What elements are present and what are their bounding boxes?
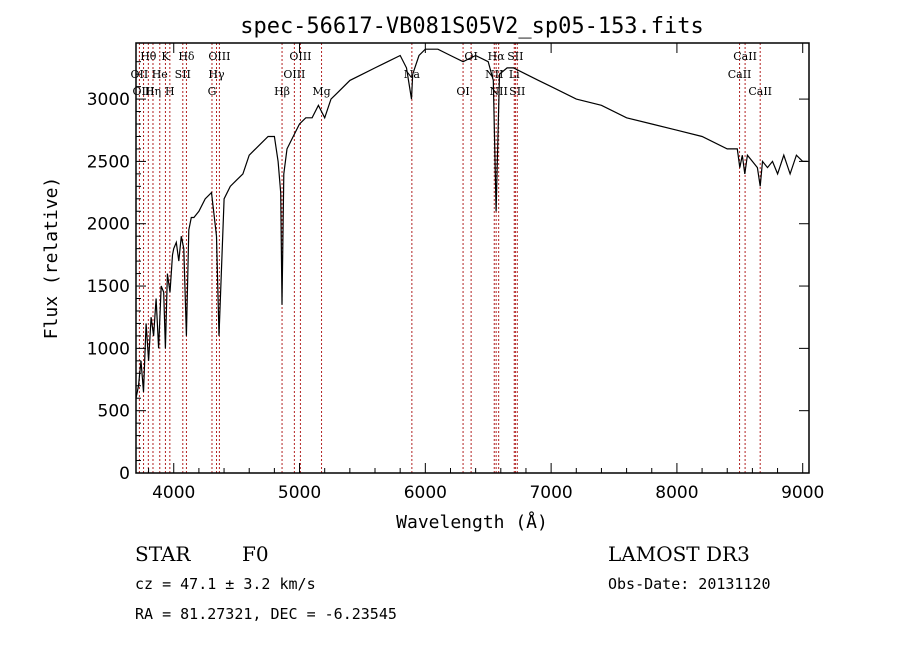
x-tick-label: 9000 xyxy=(781,483,824,503)
marker-label: OIII xyxy=(133,85,155,98)
y-tick-label: 0 xyxy=(119,464,130,484)
marker-label: SII xyxy=(509,85,525,98)
marker-label: CaII xyxy=(733,50,757,63)
line-markers xyxy=(138,43,761,473)
marker-label: CaII xyxy=(728,68,752,81)
y-axis-label: Flux (relative) xyxy=(41,177,62,340)
plot-frame xyxy=(135,42,810,474)
marker-label: OI xyxy=(464,50,477,63)
x-axis-ticks: 4000 5000 6000 7000 8000 9000 xyxy=(148,43,824,503)
marker-label: H xyxy=(165,85,175,98)
marker-label: Li xyxy=(509,68,520,81)
marker-label: Mg xyxy=(312,85,330,98)
marker-label: Hα xyxy=(488,50,506,63)
obs-date: Obs-Date: 20131120 xyxy=(608,575,771,593)
y-tick-label: 1500 xyxy=(87,277,130,297)
marker-label: CaII xyxy=(748,85,772,98)
x-tick-label: 7000 xyxy=(529,483,572,503)
y-tick-label: 3000 xyxy=(87,90,130,110)
marker-label: Hβ xyxy=(274,85,290,98)
x-tick-label: 5000 xyxy=(278,483,321,503)
y-tick-label: 1000 xyxy=(87,339,130,359)
marker-label: K xyxy=(161,50,170,63)
redshift-cz: cz = 47.1 ± 3.2 km/s xyxy=(135,575,316,593)
survey-name: LAMOST DR3 xyxy=(608,542,750,566)
coordinates: RA = 81.27321, DEC = -6.23545 xyxy=(135,605,397,623)
object-class: STAR xyxy=(135,542,191,566)
marker-label: Hδ xyxy=(178,50,195,63)
marker-label: OIII xyxy=(283,68,305,81)
marker-label: Hη xyxy=(145,85,161,98)
x-axis-label: Wavelength (Å) xyxy=(396,511,548,533)
x-tick-label: 4000 xyxy=(152,483,195,503)
y-tick-label: 2000 xyxy=(87,215,130,235)
marker-label: OIII xyxy=(208,50,230,63)
y-tick-label: 2500 xyxy=(87,152,130,172)
chart-title: spec-56617-VB081S05V2_sp05-153.fits xyxy=(240,14,704,39)
object-subclass: F0 xyxy=(242,542,269,566)
marker-label: OI xyxy=(456,85,469,98)
marker-label: Hθ xyxy=(140,50,157,63)
marker-label: SII xyxy=(175,68,191,81)
marker-label: He xyxy=(152,68,168,81)
spectrum-line xyxy=(135,48,808,399)
marker-label: Hγ xyxy=(208,68,225,81)
marker-label: OIII xyxy=(289,50,311,63)
x-tick-label: 6000 xyxy=(404,483,447,503)
y-axis-ticks: 0 500 1000 1500 2000 2500 3000 xyxy=(87,61,809,484)
marker-label: NII xyxy=(485,68,503,81)
y-tick-label: 500 xyxy=(98,402,130,422)
x-tick-label: 8000 xyxy=(655,483,698,503)
marker-label: SII xyxy=(507,50,523,63)
marker-label: G xyxy=(208,85,217,98)
